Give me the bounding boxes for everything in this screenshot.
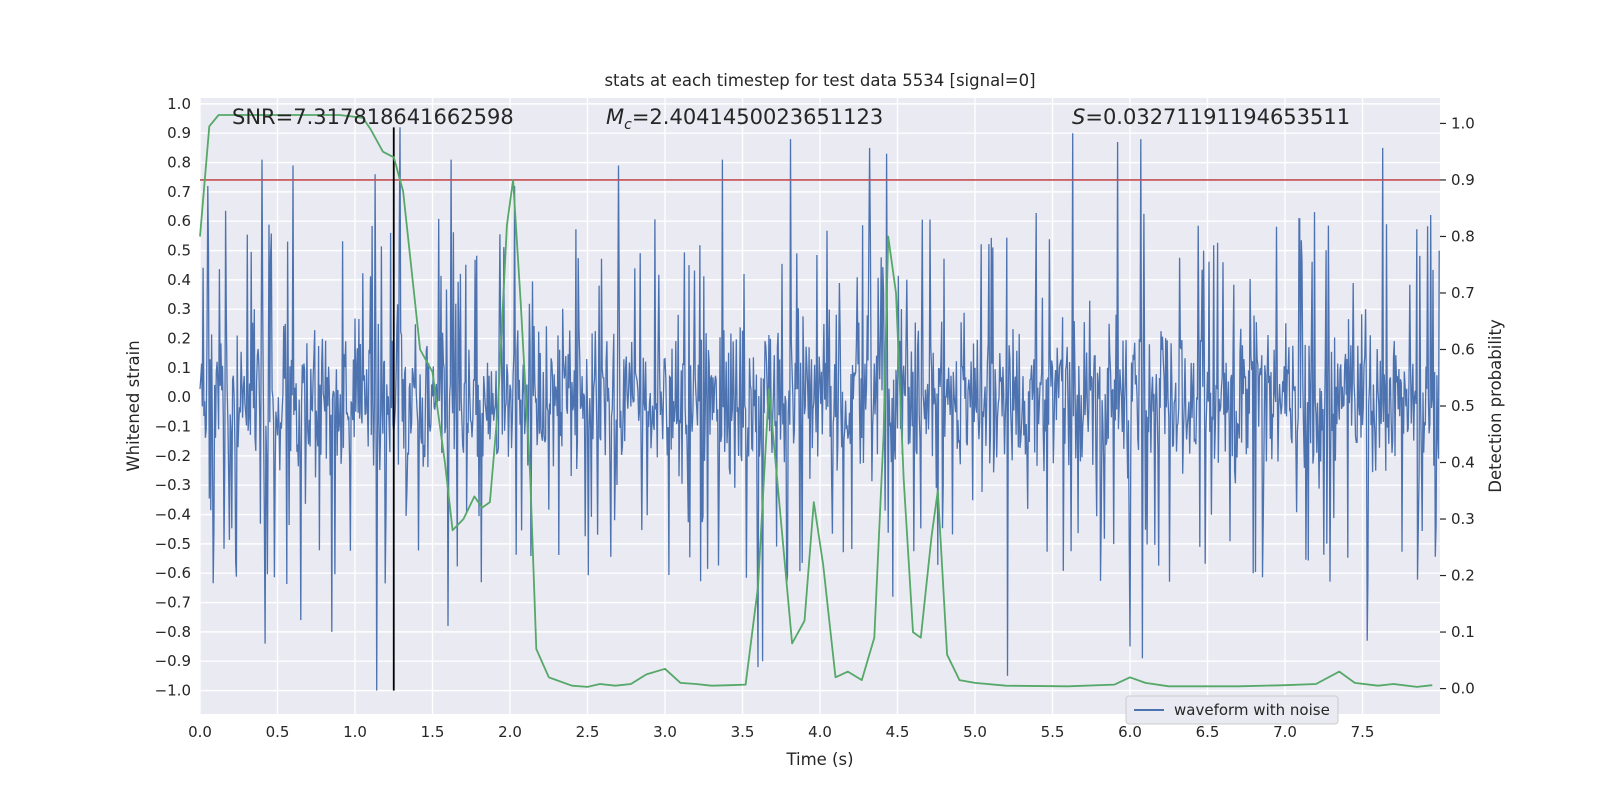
y-right-tick-label: 0.3 [1451, 510, 1475, 528]
y-left-tick-label: −0.9 [155, 652, 191, 670]
x-tick-label: 7.0 [1273, 723, 1297, 741]
y-left-tick-label: 0.1 [167, 359, 191, 377]
y-left-tick-label: −0.2 [155, 447, 191, 465]
x-tick-label: 4.5 [886, 723, 910, 741]
detection-probability-line [199, 114, 1433, 688]
s-annotation: S=0.03271191194653511 [1072, 105, 1350, 129]
y-left-tick-label: 0.6 [167, 212, 191, 230]
y-left-tick-label: 0.2 [167, 330, 191, 348]
x-tick-label: 1.5 [421, 723, 445, 741]
s-symbol: S [1072, 105, 1085, 129]
y-left-tick-label: 0.8 [167, 154, 191, 172]
y-left-tick-label: −0.1 [155, 418, 191, 436]
y-left-tick-label: −0.4 [155, 506, 191, 524]
axes-layer: 0.0 0.5 1.0 1.5 2.0 2.5 3.0 3.5 4.0 4.5 5.0 5.5 6.0 6… [155, 95, 1475, 741]
x-axis-title: Time (s) [785, 750, 853, 769]
x-tick-label: 7.5 [1351, 723, 1375, 741]
x-tick-label: 2.5 [576, 723, 600, 741]
x-tick-label: 3.5 [731, 723, 755, 741]
y-left-tick-label: −0.7 [155, 594, 191, 612]
y-right-tick-label: 0.8 [1451, 227, 1475, 245]
y-left-tick-label: 1.0 [167, 95, 191, 113]
y-right-tick-label: 0.4 [1451, 454, 1475, 472]
x-tick-label: 0.5 [266, 723, 290, 741]
y-right-tick-label: 0.9 [1451, 171, 1475, 189]
mc-value: =2.4041450023651123 [632, 105, 883, 129]
y-left-tick-label: −0.8 [155, 623, 191, 641]
s-value: =0.03271191194653511 [1085, 105, 1350, 129]
mc-subscript: c [624, 117, 632, 133]
y-left-tick-label: −0.3 [155, 476, 191, 494]
x-tick-label: 4.0 [808, 723, 832, 741]
x-tick-label: 3.0 [653, 723, 677, 741]
y-left-tick-label: 0.3 [167, 300, 191, 318]
y-left-tick-label: −0.6 [155, 564, 191, 582]
legend: waveform with noise [1125, 695, 1339, 725]
y-right-tick-label: 0.5 [1451, 397, 1475, 415]
y-right-axis-title: Detection probability [1486, 319, 1505, 493]
x-tick-label: 2.0 [498, 723, 522, 741]
x-tick-label: 5.5 [1041, 723, 1065, 741]
chart-title: stats at each timestep for test data 553… [604, 71, 1035, 90]
legend-label: waveform with noise [1174, 701, 1330, 719]
y-left-tick-label: 0.5 [167, 242, 191, 260]
x-tick-label: 0.0 [188, 723, 212, 741]
y-right-tick-label: 0.6 [1451, 340, 1475, 358]
y-right-tick-label: 0.2 [1451, 567, 1475, 585]
x-tick-label: 1.0 [343, 723, 367, 741]
x-tick-label: 6.0 [1118, 723, 1142, 741]
snr-annotation: SNR=7.317818641662598 [232, 105, 514, 129]
waveform-with-noise-line [199, 127, 1440, 691]
y-right-tick-label: 0.7 [1451, 284, 1475, 302]
y-left-tick-label: 0.0 [167, 388, 191, 406]
y-left-tick-label: 0.7 [167, 183, 191, 201]
y-left-axis-title: Whitened strain [124, 340, 143, 471]
y-left-tick-label: −0.5 [155, 535, 191, 553]
y-left-tick-label: 0.9 [167, 124, 191, 142]
chirp-mass-annotation: Mc=2.4041450023651123 [606, 105, 883, 133]
legend-box [1125, 695, 1339, 725]
x-tick-label: 5.0 [963, 723, 987, 741]
x-tick-label: 6.5 [1196, 723, 1220, 741]
mc-symbol: M [606, 105, 624, 129]
y-right-tick-label: 0.1 [1451, 623, 1475, 641]
y-left-tick-label: −1.0 [155, 682, 191, 700]
lines-layer [199, 114, 1440, 691]
y-left-tick-label: 0.4 [167, 271, 191, 289]
y-right-tick-label: 0.0 [1451, 680, 1475, 698]
y-right-tick-label: 1.0 [1451, 114, 1475, 132]
waveform-series [199, 127, 1440, 691]
